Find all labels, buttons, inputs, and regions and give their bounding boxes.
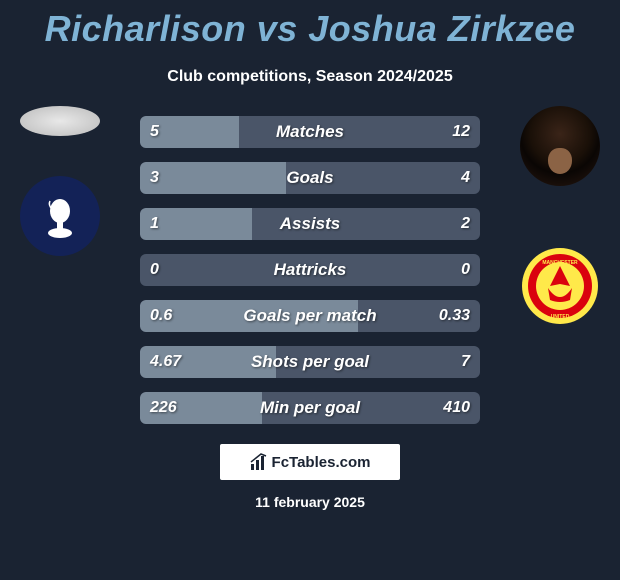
stat-label: Goals per match (243, 306, 376, 326)
stat-row: 226 Min per goal 410 (140, 392, 480, 424)
stat-row: 5 Matches 12 (140, 116, 480, 148)
tottenham-crest-icon (40, 191, 80, 241)
stat-value-left: 1 (150, 215, 159, 233)
stat-bar-fill (140, 162, 286, 194)
stat-row: 3 Goals 4 (140, 162, 480, 194)
stat-value-right: 2 (461, 215, 470, 233)
comparison-title: Richarlison vs Joshua Zirkzee (0, 0, 620, 50)
stat-value-left: 226 (150, 399, 177, 417)
stat-label: Matches (276, 122, 344, 142)
player-left-avatar (20, 106, 100, 136)
stat-label: Shots per goal (251, 352, 369, 372)
stat-bars: 5 Matches 12 3 Goals 4 1 Assists 2 0 Hattricks 0 0.6… (140, 116, 480, 424)
stat-row: 4.67 Shots per goal 7 (140, 346, 480, 378)
stat-label: Min per goal (260, 398, 360, 418)
main-area: MANCHESTER UNITED 5 Matches 12 3 Goals 4 1 Assi… (0, 116, 620, 424)
svg-text:MANCHESTER: MANCHESTER (542, 260, 578, 266)
club-right-badge: MANCHESTER UNITED (520, 246, 600, 326)
stat-label: Assists (280, 214, 340, 234)
manutd-crest-icon: MANCHESTER UNITED (520, 246, 600, 326)
stat-value-right: 12 (452, 123, 470, 141)
chart-icon (250, 453, 268, 471)
player-right-avatar (520, 106, 600, 186)
stat-row: 0 Hattricks 0 (140, 254, 480, 286)
stat-value-left: 5 (150, 123, 159, 141)
brand-text: FcTables.com (272, 454, 371, 471)
stat-value-left: 0.6 (150, 307, 172, 325)
club-left-badge (20, 176, 100, 256)
stat-value-right: 410 (443, 399, 470, 417)
stat-row: 1 Assists 2 (140, 208, 480, 240)
stat-row: 0.6 Goals per match 0.33 (140, 300, 480, 332)
stat-value-right: 0.33 (439, 307, 470, 325)
stat-value-left: 3 (150, 169, 159, 187)
stat-label: Hattricks (274, 260, 347, 280)
stat-label: Goals (286, 168, 333, 188)
stat-value-right: 7 (461, 353, 470, 371)
stat-value-right: 0 (461, 261, 470, 279)
svg-text:UNITED: UNITED (551, 314, 570, 320)
stat-value-left: 0 (150, 261, 159, 279)
footer-date: 11 february 2025 (0, 494, 620, 510)
brand-badge: FcTables.com (220, 444, 400, 480)
comparison-subtitle: Club competitions, Season 2024/2025 (0, 68, 620, 86)
stat-value-right: 4 (461, 169, 470, 187)
stat-value-left: 4.67 (150, 353, 181, 371)
